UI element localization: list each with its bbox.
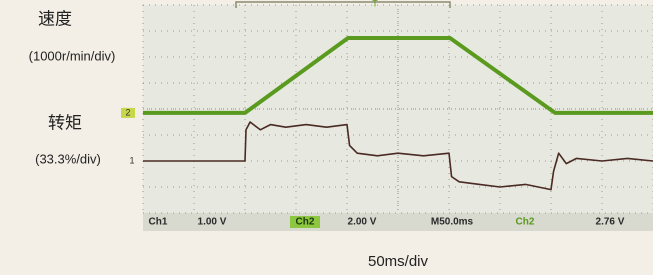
status-text: Ch2 xyxy=(516,217,535,228)
x-axis-label: 50ms/div xyxy=(368,253,429,270)
status-text: 2.00 V xyxy=(348,217,377,228)
status-text: 2.76 V xyxy=(596,217,625,228)
status-text: Ch1 xyxy=(149,217,168,228)
chart: T 速度 (1000r/min/div) 转矩 (33.3%/div) 50ms… xyxy=(0,0,653,275)
series-name: 转矩 xyxy=(48,113,82,132)
status-text: Ch2 xyxy=(296,217,315,228)
unit-label: (33.3%/div) xyxy=(35,151,101,166)
trigger-label: T xyxy=(372,0,378,8)
channel-marker: 2 xyxy=(125,107,130,117)
channel-marker: 1 xyxy=(129,155,134,165)
status-text: 1.00 V xyxy=(198,217,227,228)
unit-label: (1000r/min/div) xyxy=(29,48,116,63)
status-text: M50.0ms xyxy=(431,217,474,228)
series-name: 速度 xyxy=(38,9,72,28)
